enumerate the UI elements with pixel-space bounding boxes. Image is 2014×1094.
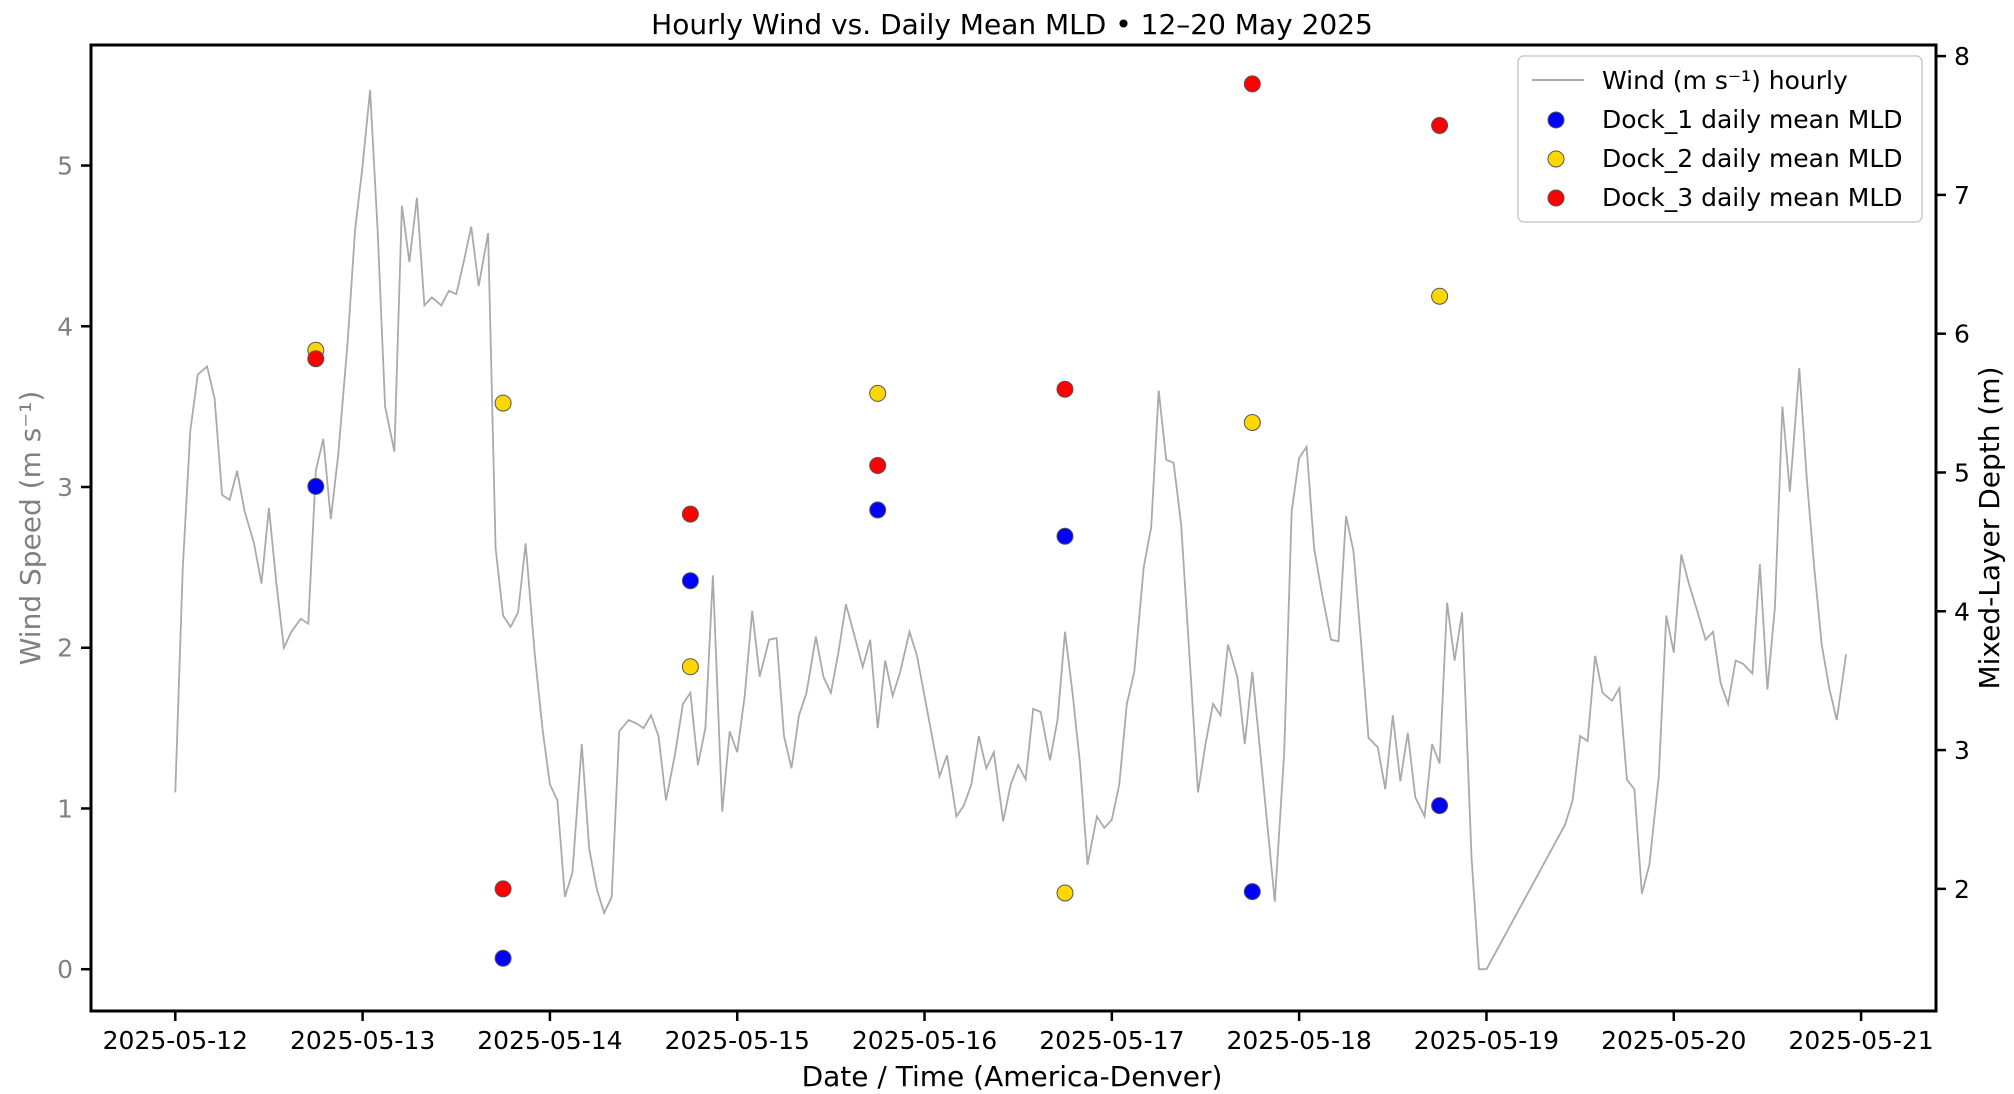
x-tick-label: 2025-05-19 [1414,1026,1559,1055]
y-right-tick-label: 4 [1954,597,1970,626]
dock1-mld-point [307,477,325,495]
dock1-mld-point [1243,883,1261,901]
dock3-mld-point [681,505,699,523]
legend-dock2-label: Dock_2 daily mean MLD [1602,144,1903,173]
dock2-mld-point [681,658,699,676]
legend-dock3-swatch [1547,189,1565,207]
y-right-tick-label: 3 [1954,736,1970,765]
dock2-mld-point [1243,414,1261,431]
x-tick-label: 2025-05-14 [477,1026,622,1055]
legend-box [1517,55,1923,223]
dock2-mld-point [869,384,887,402]
legend: Wind (m s⁻¹) hourly Dock_1 daily mean ML… [1517,55,1923,223]
wind-line [174,89,1847,971]
y-right-tick-label: 5 [1954,458,1970,487]
x-tick-label: 2025-05-12 [103,1026,248,1055]
dock3-mld-point [1431,117,1449,134]
y-axis-right-label: Mixed-Layer Depth (m) [1973,366,2006,689]
y-left-tick-label: 2 [57,634,73,663]
dock2-mld-point [1431,287,1449,305]
mld-points [307,75,1449,967]
dock1-mld-point [1431,797,1449,815]
y-right-tick-label: 2 [1954,875,1970,904]
x-tick-label: 2025-05-20 [1601,1026,1746,1055]
x-tick-label: 2025-05-16 [852,1026,997,1055]
plot-frame [89,43,1938,1013]
right-axis-ticks: 2 3 4 5 6 7 8 [1936,42,1970,904]
y-left-tick-label: 4 [57,312,73,341]
left-axis-ticks: 0 1 2 3 4 5 [57,152,91,984]
legend-wind-label: Wind (m s⁻¹) hourly [1602,66,1848,95]
wind-series [174,89,1847,971]
dock1-mld-point [494,949,512,967]
y-left-tick-label: 5 [57,152,73,181]
dock2-mld-point [1056,884,1074,902]
x-tick-label: 2025-05-15 [665,1026,810,1055]
y-left-tick-label: 3 [57,473,73,502]
legend-dock3-label: Dock_3 daily mean MLD [1602,183,1903,212]
dock1-mld-point [869,501,887,519]
x-tick-label: 2025-05-13 [290,1026,435,1055]
y-axis-left-label: Wind Speed (m s⁻¹) [14,391,47,666]
legend-dock2-swatch [1547,150,1565,168]
x-tick-label: 2025-05-21 [1788,1026,1933,1055]
dock3-mld-point [869,457,887,474]
y-right-tick-label: 7 [1954,181,1970,210]
x-axis-ticks: 2025-05-12 2025-05-13 2025-05-14 2025-05-15… [103,1011,1934,1055]
chart-title: Hourly Wind vs. Daily Mean MLD • 12–20 M… [651,8,1373,41]
dock3-mld-point [1056,380,1074,398]
legend-dock1-label: Dock_1 daily mean MLD [1602,105,1903,134]
x-tick-label: 2025-05-17 [1039,1026,1184,1055]
x-axis-label: Date / Time (America-Denver) [802,1060,1223,1093]
dock3-mld-point [1243,75,1261,93]
x-tick-label: 2025-05-18 [1226,1026,1371,1055]
dock3-mld-point [494,880,512,898]
dock2-mld-point [494,394,512,412]
y-left-tick-label: 1 [57,794,73,823]
dock1-mld-point [681,572,699,590]
y-right-tick-label: 8 [1954,42,1970,71]
legend-dock1-swatch [1547,111,1565,129]
y-left-tick-label: 0 [57,955,73,984]
y-right-tick-label: 6 [1954,320,1970,349]
dock3-mld-point [307,350,325,368]
dock1-mld-point [1056,527,1074,545]
